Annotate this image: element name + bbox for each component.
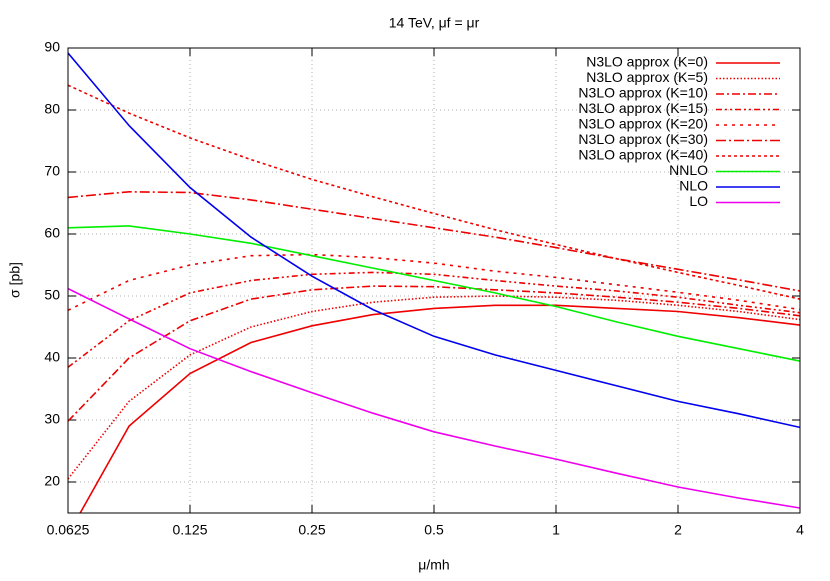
series-line: [68, 253, 800, 312]
x-tick-label: 0.0625: [47, 522, 90, 538]
y-tick-label: 70: [44, 163, 60, 179]
plot-area: [68, 52, 800, 513]
series-line: [68, 271, 800, 368]
x-tick-label: 0.125: [172, 522, 207, 538]
series-line: [68, 285, 800, 422]
series-line: [68, 225, 800, 362]
chart-title: 14 TeV, μf = μr: [389, 15, 480, 31]
legend-label: NNLO: [669, 162, 708, 178]
series-line: [68, 190, 800, 292]
plot-frame: [67, 47, 801, 514]
y-tick-label: 80: [44, 101, 60, 117]
series-line: [68, 295, 800, 480]
legend-label: N3LO approx (K=0): [586, 54, 708, 70]
legend-label: N3LO approx (K=10): [578, 85, 708, 101]
x-tick-label: 0.5: [424, 522, 444, 538]
y-tick-label: 90: [44, 39, 60, 55]
legend-label: N3LO approx (K=20): [578, 116, 708, 132]
series-line: [79, 304, 800, 513]
series-line: [68, 52, 800, 429]
y-tick-label: 50: [44, 287, 60, 303]
legend-label: N3LO approx (K=40): [578, 147, 708, 163]
series-line: [68, 84, 800, 300]
legend-label: N3LO approx (K=5): [586, 69, 708, 85]
x-axis-label: μ/mh: [418, 557, 449, 573]
y-tick-label: 40: [44, 349, 60, 365]
x-tick-label: 2: [674, 522, 682, 538]
y-tick-label: 20: [44, 473, 60, 489]
y-axis-label: σ [pb]: [7, 262, 23, 298]
legend-label: NLO: [679, 178, 708, 194]
x-tick-label: 1: [552, 522, 560, 538]
y-tick-label: 30: [44, 411, 60, 427]
legend-label: N3LO approx (K=30): [578, 131, 708, 147]
x-tick-label: 4: [796, 522, 804, 538]
x-tick-label: 0.25: [298, 522, 325, 538]
legend-label: N3LO approx (K=15): [578, 100, 708, 116]
legend-label: LO: [689, 193, 708, 209]
y-tick-label: 60: [44, 225, 60, 241]
series-line: [68, 287, 800, 509]
